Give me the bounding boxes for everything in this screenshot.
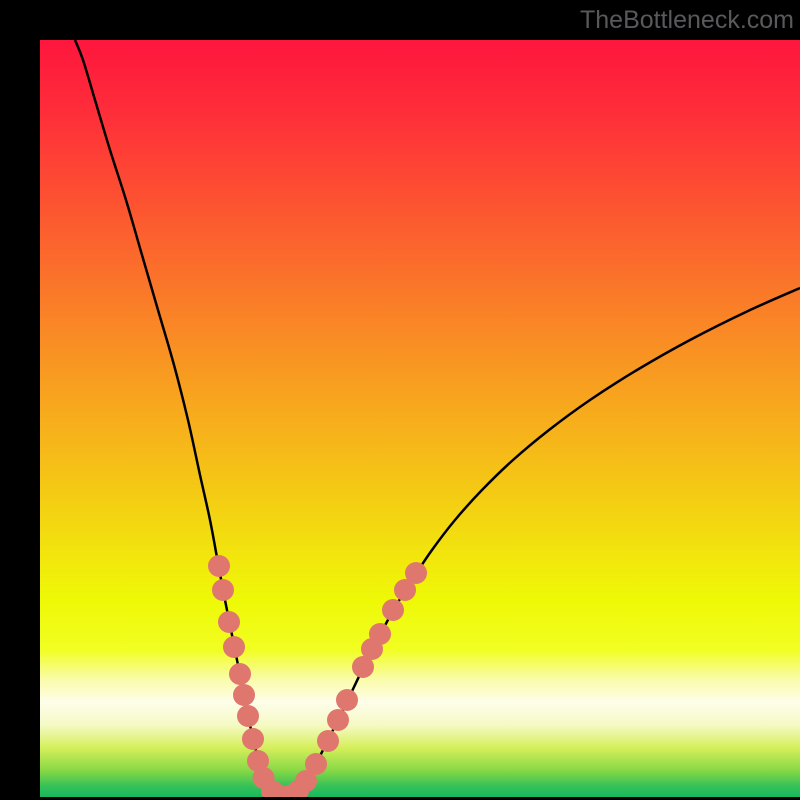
data-marker [212, 579, 234, 601]
data-marker [233, 684, 255, 706]
watermark-text: TheBottleneck.com [580, 6, 794, 35]
chart-svg [0, 0, 800, 800]
data-marker [305, 753, 327, 775]
data-marker [237, 705, 259, 727]
data-marker [218, 611, 240, 633]
data-marker [336, 689, 358, 711]
data-marker [223, 636, 245, 658]
data-marker [229, 663, 251, 685]
data-marker [317, 730, 339, 752]
gradient-background [40, 40, 800, 797]
data-marker [327, 709, 349, 731]
data-marker [405, 562, 427, 584]
data-marker [382, 599, 404, 621]
data-marker [369, 623, 391, 645]
data-marker [242, 728, 264, 750]
data-marker [208, 555, 230, 577]
